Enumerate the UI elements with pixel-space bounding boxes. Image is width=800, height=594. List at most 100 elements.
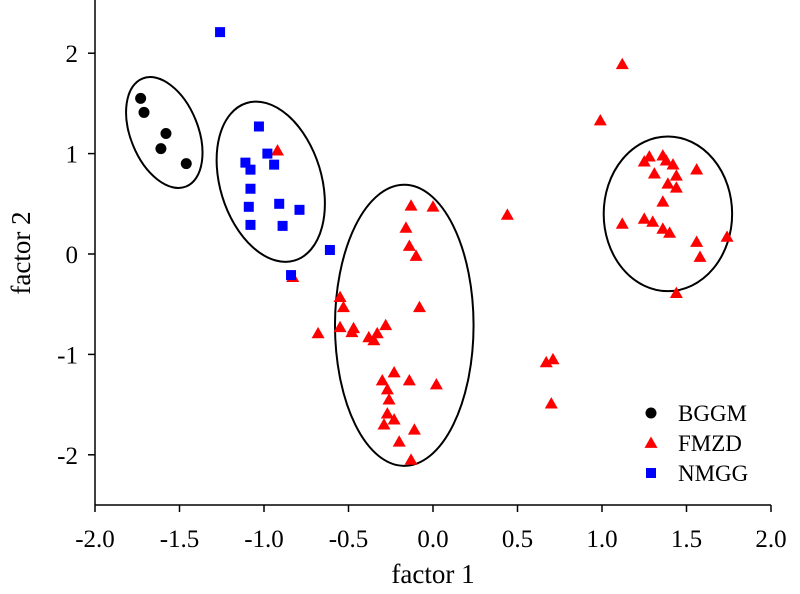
data-point-fmzd bbox=[669, 169, 683, 181]
data-point-fmzd bbox=[647, 167, 661, 179]
marker-layer bbox=[135, 27, 734, 465]
data-point-fmzd bbox=[637, 212, 651, 224]
data-point-fmzd bbox=[539, 355, 553, 368]
data-point-bggm bbox=[180, 158, 192, 170]
data-point-fmzd bbox=[659, 154, 673, 166]
legend-label-fmzd: FMZD bbox=[678, 431, 742, 456]
data-point-fmzd bbox=[407, 423, 421, 435]
x-tick-label: -1.5 bbox=[160, 526, 200, 553]
data-point-fmzd bbox=[404, 199, 418, 211]
data-point-bggm bbox=[135, 92, 147, 104]
data-point-nmgg bbox=[269, 159, 280, 170]
data-point-nmgg bbox=[277, 220, 288, 231]
x-tick-label: -2.0 bbox=[75, 526, 115, 553]
data-point-fmzd bbox=[399, 221, 413, 233]
x-tick-label: 0.5 bbox=[502, 526, 533, 553]
data-point-fmzd bbox=[646, 215, 660, 227]
data-point-fmzd bbox=[367, 333, 381, 346]
data-point-fmzd bbox=[377, 418, 391, 430]
data-point-fmzd bbox=[544, 397, 558, 409]
y-tick-label: -1 bbox=[57, 342, 78, 369]
tick-layer: -2.0 -1.5 -1.0 -0.5 0.0 0.5 1.0 1.5 2.0 -2 -1 0 1 2 bbox=[57, 41, 786, 553]
data-point-nmgg bbox=[240, 157, 251, 168]
data-point-nmgg bbox=[245, 164, 256, 175]
data-point-fmzd bbox=[379, 318, 393, 331]
data-point-fmzd bbox=[380, 383, 394, 395]
data-point-fmzd bbox=[375, 374, 389, 386]
data-point-fmzd bbox=[333, 320, 347, 333]
data-point-nmgg bbox=[274, 198, 285, 209]
data-point-fmzd bbox=[656, 195, 670, 207]
data-point-fmzd bbox=[669, 181, 683, 193]
data-point-fmzd bbox=[409, 249, 423, 261]
data-point-fmzd bbox=[661, 177, 675, 189]
x-tick-label: 1.0 bbox=[586, 526, 617, 553]
legend-marker-fmzd bbox=[644, 436, 658, 448]
legend-marker-bggm bbox=[645, 407, 657, 419]
data-point-fmzd bbox=[404, 453, 418, 465]
data-point-fmzd bbox=[720, 230, 734, 242]
y-tick-label: 2 bbox=[66, 41, 79, 68]
data-point-fmzd bbox=[593, 113, 607, 126]
data-point-fmzd bbox=[311, 326, 325, 339]
data-point-fmzd bbox=[370, 326, 384, 339]
data-point-nmgg bbox=[262, 148, 273, 159]
x-tick-label: -1.0 bbox=[244, 526, 284, 553]
data-point-fmzd bbox=[690, 235, 704, 247]
x-tick-label: 1.5 bbox=[671, 526, 702, 553]
data-point-fmzd bbox=[669, 286, 683, 299]
data-point-fmzd bbox=[690, 163, 704, 175]
data-point-fmzd bbox=[333, 290, 347, 303]
y-axis-title: factor 2 bbox=[6, 211, 36, 294]
cluster-ellipse-4 bbox=[602, 135, 734, 293]
data-point-fmzd bbox=[663, 226, 677, 238]
data-point-fmzd bbox=[693, 250, 707, 262]
data-point-fmzd bbox=[615, 57, 629, 70]
legend: BGGM FMZD NMGG bbox=[644, 401, 748, 486]
data-point-fmzd bbox=[345, 325, 359, 338]
ellipse-layer bbox=[125, 76, 734, 467]
data-point-fmzd bbox=[666, 158, 680, 170]
x-axis-title: factor 1 bbox=[391, 559, 474, 589]
data-point-fmzd bbox=[500, 208, 514, 220]
data-point-fmzd bbox=[387, 413, 401, 425]
data-point-fmzd bbox=[402, 239, 416, 251]
data-point-bggm bbox=[160, 128, 172, 140]
data-point-fmzd bbox=[387, 365, 401, 378]
data-point-fmzd bbox=[271, 144, 285, 156]
data-point-nmgg bbox=[245, 219, 256, 230]
y-tick-label: -2 bbox=[57, 443, 78, 470]
x-tick-label: -0.5 bbox=[329, 526, 369, 553]
y-tick-label: 0 bbox=[66, 242, 79, 269]
data-point-nmgg bbox=[324, 244, 335, 255]
data-point-fmzd bbox=[380, 407, 394, 419]
data-point-bggm bbox=[138, 106, 150, 118]
cluster-ellipse-3 bbox=[333, 183, 475, 467]
data-point-fmzd bbox=[615, 217, 629, 229]
y-tick-label: 1 bbox=[66, 142, 79, 169]
data-point-fmzd bbox=[642, 150, 656, 162]
data-point-fmzd bbox=[382, 393, 396, 405]
data-point-nmgg bbox=[245, 183, 256, 194]
axes bbox=[94, 0, 771, 506]
data-point-nmgg bbox=[243, 201, 254, 212]
legend-label-nmgg: NMGG bbox=[678, 461, 748, 486]
data-point-fmzd bbox=[336, 300, 350, 313]
data-point-fmzd bbox=[656, 222, 670, 234]
data-point-fmzd bbox=[402, 374, 416, 386]
data-point-fmzd bbox=[392, 435, 406, 447]
data-point-fmzd bbox=[429, 378, 443, 390]
x-tick-label: 0.0 bbox=[417, 526, 448, 553]
data-point-fmzd bbox=[412, 300, 426, 313]
cluster-ellipse-1 bbox=[125, 76, 204, 189]
legend-label-bggm: BGGM bbox=[678, 401, 747, 426]
data-point-nmgg bbox=[294, 204, 305, 215]
data-point-nmgg bbox=[253, 121, 264, 132]
data-point-bggm bbox=[155, 143, 167, 155]
x-tick-label: 2.0 bbox=[755, 526, 786, 553]
cluster-ellipse-2 bbox=[215, 100, 326, 263]
data-point-nmgg bbox=[215, 27, 226, 38]
data-point-nmgg bbox=[286, 270, 297, 281]
data-point-fmzd bbox=[546, 352, 560, 365]
